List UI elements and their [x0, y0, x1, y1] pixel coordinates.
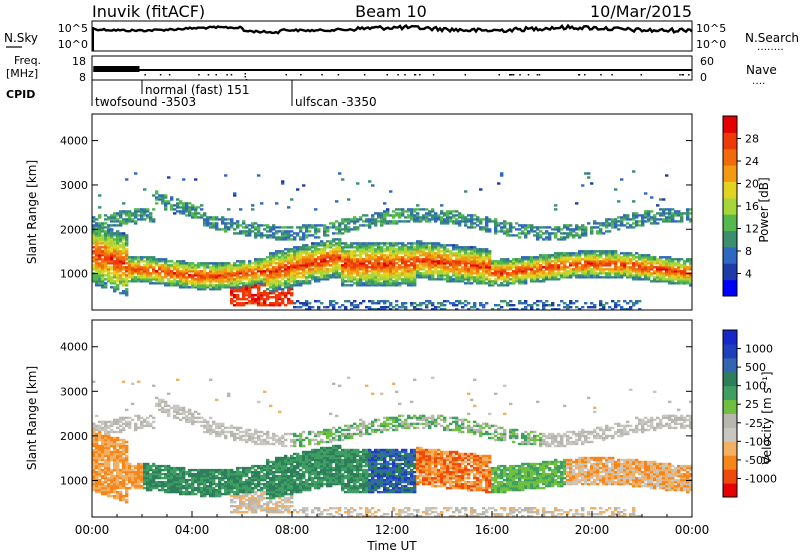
- power-colorbar-tick: 8: [745, 245, 752, 258]
- velocity-colorbar-tick: -25: [745, 417, 763, 430]
- velocity-colorbar-tick: -500: [745, 454, 770, 467]
- velocity-colorbar-tick: 25: [745, 398, 759, 411]
- power-colorbar-tick: 28: [745, 133, 759, 146]
- power-colorbar-tick: 20: [745, 178, 759, 191]
- noise-panel: N.Sky 10^5 10^0 10^5 10^0 N.Search ․․․․․…: [4, 20, 799, 53]
- velocity-colorbar-swatch: [723, 441, 737, 456]
- freq-left-tick-bottom: 8: [79, 71, 86, 84]
- noise-left-tick-bottom: 10^0: [58, 38, 88, 51]
- velocity-heatmap: [92, 376, 693, 518]
- xtick-4: 16:00: [475, 523, 510, 537]
- xtick-2: 08:00: [275, 523, 310, 537]
- xtick-3: 12:00: [375, 523, 410, 537]
- power-colorbar-swatch: [723, 279, 737, 297]
- velocity-colorbar-tick: 500: [745, 361, 766, 374]
- xtick-0: 00:00: [75, 523, 110, 537]
- noise-right-tick-top: 10^5: [696, 22, 726, 35]
- velocity-colorbar: 1000 500 100 25 -25 -100 -500 -1000: [722, 329, 777, 498]
- power-colorbar-swatch: [723, 116, 737, 133]
- station-title: Inuvik (fitACF): [92, 2, 205, 21]
- power-colorbar-swatch: [723, 197, 737, 215]
- velocity-colorbar-swatch: [723, 413, 737, 428]
- power-colorbar-tick: 16: [745, 200, 759, 213]
- velocity-colorbar-swatch: [723, 483, 737, 498]
- velocity-colorbar-tick: -100: [745, 435, 770, 448]
- power-ytick-1000: 1000: [60, 268, 88, 281]
- frequency-trace: [93, 66, 692, 81]
- velocity-colorbar-tick: -1000: [745, 472, 777, 485]
- power-heatmap: [92, 170, 693, 311]
- noise-sky-trace: [91, 23, 693, 51]
- velocity-colorbar-swatch: [723, 469, 737, 484]
- power-colorbar-swatch: [723, 148, 737, 166]
- velocity-panel: 1000 2000 3000 4000 00:00 04:00 08:00 12:00 16:…: [25, 319, 777, 553]
- time-xlabel: Time UT: [366, 539, 417, 553]
- noise-search-dots: ․․․․․․․․: [757, 42, 784, 53]
- velocity-colorbar-tick: 100: [745, 380, 766, 393]
- freq-right-tick-top: 60: [700, 55, 714, 68]
- noise-right-tick-bottom: 10^0: [696, 38, 726, 51]
- freq-left-tick-top: 18: [72, 55, 86, 68]
- velocity-y-axis: 1000 2000 3000 4000: [60, 341, 692, 487]
- power-colorbar-tick: 12: [745, 223, 759, 236]
- frequency-panel: Freq. [MHz] 18 8 60 0 Nave ․․․․: [6, 54, 777, 87]
- velocity-ytick-2000: 2000: [60, 430, 88, 443]
- freq-unit-label: [MHz]: [6, 67, 38, 80]
- velocity-ytick-1000: 1000: [60, 474, 88, 487]
- velocity-colorbar-tick: 1000: [745, 343, 773, 356]
- velocity-colorbar-swatch: [723, 371, 737, 387]
- cpid-row: CPID twofsound -3503 normal (fast) 151 u…: [6, 80, 377, 109]
- power-y-axis: 1000 2000 3000 4000: [60, 135, 692, 281]
- date-label: 10/Mar/2015: [590, 2, 692, 21]
- xtick-6: 00:00: [675, 523, 710, 537]
- cpid-mode-normal-fast: normal (fast) 151: [145, 83, 249, 97]
- velocity-colorbar-label: Velocity [m s⁻¹]: [760, 371, 774, 464]
- power-colorbar-swatch: [723, 214, 737, 232]
- noise-search-label: N.Search: [745, 31, 799, 45]
- velocity-colorbar-swatch: [723, 399, 737, 414]
- power-colorbar-swatch: [723, 181, 737, 199]
- velocity-colorbar-swatch: [723, 330, 737, 345]
- velocity-colorbar-swatch: [723, 357, 737, 373]
- power-colorbar-swatch: [723, 263, 737, 281]
- power-ytick-4000: 4000: [60, 135, 88, 148]
- noise-sky-line: [91, 23, 693, 35]
- power-colorbar-swatch: [723, 165, 737, 182]
- power-colorbar-tick: 24: [745, 155, 759, 168]
- freq-twofsound-block: [93, 66, 140, 72]
- noise-sky-label: N.Sky: [4, 31, 38, 45]
- nave-dots: ․․․․: [752, 76, 765, 87]
- cpid-mode-twofsound: twofsound -3503: [95, 95, 196, 109]
- velocity-colorbar-swatch: [723, 427, 737, 442]
- nave-label: Nave: [746, 63, 777, 77]
- power-panel: 1000 2000 3000 4000 Slant Range [km] 28 24 20…: [25, 113, 771, 311]
- power-colorbar-label: Power [dB]: [757, 177, 771, 242]
- velocity-colorbar-swatch: [723, 343, 737, 359]
- power-colorbar-swatch: [723, 246, 737, 264]
- cpid-mode-ulfscan: ulfscan -3350: [295, 95, 377, 109]
- noise-left-tick-top: 10^5: [58, 22, 88, 35]
- power-colorbar-tick: 4: [745, 268, 752, 281]
- power-colorbar-swatch: [723, 132, 737, 150]
- velocity-ytick-3000: 3000: [60, 385, 88, 398]
- beam-label: Beam 10: [355, 2, 427, 21]
- time-x-axis: 00:00 04:00 08:00 12:00 16:00 20:00 00:00: [75, 511, 710, 537]
- velocity-ylabel: Slant Range [km]: [25, 366, 39, 470]
- power-colorbar-swatch: [723, 230, 737, 248]
- power-ytick-3000: 3000: [60, 179, 88, 192]
- power-colorbar: 28 24 20 16 12 8 4: [722, 115, 759, 297]
- velocity-ytick-4000: 4000: [60, 341, 88, 354]
- power-ylabel: Slant Range [km]: [25, 160, 39, 264]
- velocity-colorbar-swatch: [723, 455, 737, 470]
- xtick-5: 20:00: [575, 523, 610, 537]
- velocity-colorbar-swatch: [723, 385, 737, 401]
- freq-label: Freq.: [14, 54, 41, 67]
- xtick-1: 04:00: [175, 523, 210, 537]
- freq-right-tick-bottom: 0: [700, 71, 707, 84]
- power-ytick-2000: 2000: [60, 223, 88, 236]
- cpid-label: CPID: [6, 88, 35, 101]
